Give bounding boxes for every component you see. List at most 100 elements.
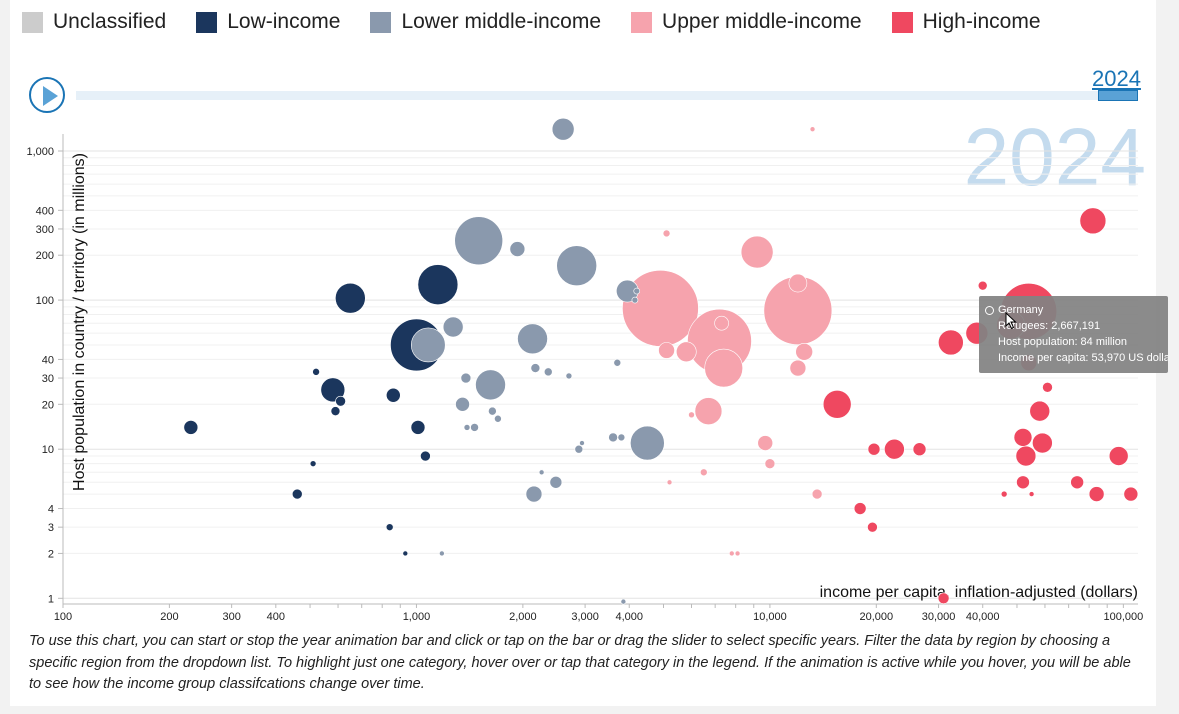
bubble-upper-middle-income[interactable]: [764, 458, 776, 469]
bubble-upper-middle-income[interactable]: [795, 343, 813, 361]
bubble-high-income[interactable]: [1000, 490, 1008, 498]
y-tick-label: 4: [48, 504, 54, 516]
bubble-lower-middle-income[interactable]: [538, 469, 545, 476]
bubble-low-income[interactable]: [420, 450, 431, 462]
bubble-lower-middle-income[interactable]: [579, 440, 585, 446]
bubble-high-income[interactable]: [1088, 486, 1105, 502]
bubble-high-income[interactable]: [1108, 446, 1129, 466]
bubble-lower-middle-income[interactable]: [439, 550, 445, 557]
y-tick-label: 10: [42, 444, 54, 456]
bubble-low-income[interactable]: [410, 420, 426, 435]
legend-item-upper-middle-income[interactable]: Upper middle-income: [631, 10, 862, 34]
bubble-high-income[interactable]: [884, 438, 905, 460]
bubble-lower-middle-income[interactable]: [475, 369, 506, 401]
bubble-upper-middle-income[interactable]: [788, 273, 808, 293]
bubble-high-income[interactable]: [1123, 486, 1139, 502]
bubble-upper-middle-income[interactable]: [658, 342, 675, 359]
bubble-upper-middle-income[interactable]: [740, 235, 774, 269]
bubble-lower-middle-income[interactable]: [551, 117, 575, 141]
bubble-high-income[interactable]: [1029, 400, 1051, 422]
bubble-lower-middle-income[interactable]: [549, 475, 563, 489]
bubble-lower-middle-income[interactable]: [631, 296, 639, 304]
bubble-high-income[interactable]: [1070, 475, 1084, 490]
bubble-upper-middle-income[interactable]: [666, 479, 673, 486]
bubble-upper-middle-income[interactable]: [811, 488, 823, 500]
bubble-upper-middle-income[interactable]: [728, 550, 735, 557]
bubble-lower-middle-income[interactable]: [454, 216, 503, 266]
legend-item-lower-middle-income[interactable]: Lower middle-income: [370, 10, 601, 34]
bubble-upper-middle-income[interactable]: [789, 359, 807, 377]
bubble-lower-middle-income[interactable]: [470, 423, 479, 432]
bubble-lower-middle-income[interactable]: [574, 444, 584, 454]
bubble-high-income[interactable]: [1042, 382, 1053, 393]
bubble-low-income[interactable]: [312, 368, 320, 376]
bubble-high-income[interactable]: [938, 329, 964, 356]
bubble-upper-middle-income[interactable]: [809, 126, 816, 133]
bubble-low-income[interactable]: [183, 420, 199, 435]
bubble-lower-middle-income[interactable]: [517, 323, 548, 355]
bubble-high-income[interactable]: [1032, 432, 1053, 454]
bubble-lower-middle-income[interactable]: [442, 316, 464, 338]
bubble-lower-middle-income[interactable]: [530, 363, 541, 373]
bubble-upper-middle-income[interactable]: [704, 348, 743, 388]
bubble-low-income[interactable]: [402, 550, 409, 557]
legend-item-unclassified[interactable]: Unclassified: [22, 10, 166, 34]
bubble-upper-middle-income[interactable]: [699, 468, 708, 477]
tooltip-income: Income per capita: 53,970 US dollars: [998, 352, 1168, 364]
bubble-upper-middle-income[interactable]: [688, 411, 695, 419]
bubble-lower-middle-income[interactable]: [633, 287, 641, 295]
bubble-lower-middle-income[interactable]: [460, 372, 472, 384]
bubble-high-income[interactable]: [1079, 207, 1107, 235]
bubble-upper-middle-income[interactable]: [675, 341, 697, 363]
bubble-high-income[interactable]: [937, 592, 950, 605]
bubble-low-income[interactable]: [330, 406, 341, 416]
bubble-low-income[interactable]: [386, 387, 401, 403]
bubble-lower-middle-income[interactable]: [463, 424, 471, 431]
bubble-low-income[interactable]: [309, 460, 317, 467]
bubble-lower-middle-income[interactable]: [630, 425, 665, 461]
bubble-high-income[interactable]: [867, 521, 878, 533]
bubble-low-income[interactable]: [335, 395, 346, 407]
bubble-low-income[interactable]: [385, 523, 394, 531]
bubble-lower-middle-income[interactable]: [525, 485, 543, 503]
bubble-lower-middle-income[interactable]: [488, 406, 497, 416]
bubble-upper-middle-income[interactable]: [662, 229, 671, 238]
bubble-lower-middle-income[interactable]: [509, 241, 526, 257]
bubble-high-income[interactable]: [977, 280, 988, 291]
bubble-upper-middle-income[interactable]: [694, 397, 723, 425]
bubble-low-income[interactable]: [335, 282, 366, 314]
play-button[interactable]: [29, 77, 65, 113]
bubble-upper-middle-income[interactable]: [622, 270, 699, 347]
bubble-low-income[interactable]: [417, 264, 459, 305]
bubble-lower-middle-income[interactable]: [617, 433, 626, 442]
legend-item-high-income[interactable]: High-income: [891, 10, 1041, 34]
year-slider-track[interactable]: [76, 91, 1137, 100]
bubble-high-income[interactable]: [853, 502, 867, 515]
bubble-high-income[interactable]: [1013, 428, 1033, 447]
legend-item-low-income[interactable]: Low-income: [196, 10, 340, 34]
bubble-low-income[interactable]: [320, 377, 346, 403]
bubble-upper-middle-income[interactable]: [714, 315, 729, 331]
bubble-high-income[interactable]: [1015, 445, 1037, 467]
bubble-high-income[interactable]: [822, 390, 852, 419]
bubble-high-income[interactable]: [867, 442, 881, 456]
bubble-lower-middle-income[interactable]: [608, 432, 618, 443]
bubble-high-income[interactable]: [912, 442, 927, 456]
bubble-lower-middle-income[interactable]: [556, 245, 597, 287]
bubble-high-income[interactable]: [1016, 475, 1030, 490]
bubble-lower-middle-income[interactable]: [565, 372, 573, 380]
bubble-lower-middle-income[interactable]: [543, 367, 553, 377]
bubble-lower-middle-income[interactable]: [494, 414, 502, 423]
bubble-lower-middle-income[interactable]: [613, 358, 622, 367]
bubble-upper-middle-income[interactable]: [757, 435, 774, 451]
year-slider-label[interactable]: 2024: [1092, 66, 1141, 91]
bubble-lower-middle-income[interactable]: [410, 327, 446, 363]
x-tick-label: 400: [267, 611, 285, 623]
bubble-lower-middle-income[interactable]: [620, 598, 627, 605]
bubble-high-income[interactable]: [1028, 491, 1035, 497]
year-slider-handle[interactable]: [1098, 90, 1138, 101]
bubble-upper-middle-income[interactable]: [734, 550, 741, 557]
bubble-low-income[interactable]: [291, 488, 303, 500]
bubble-lower-middle-income[interactable]: [455, 397, 470, 412]
